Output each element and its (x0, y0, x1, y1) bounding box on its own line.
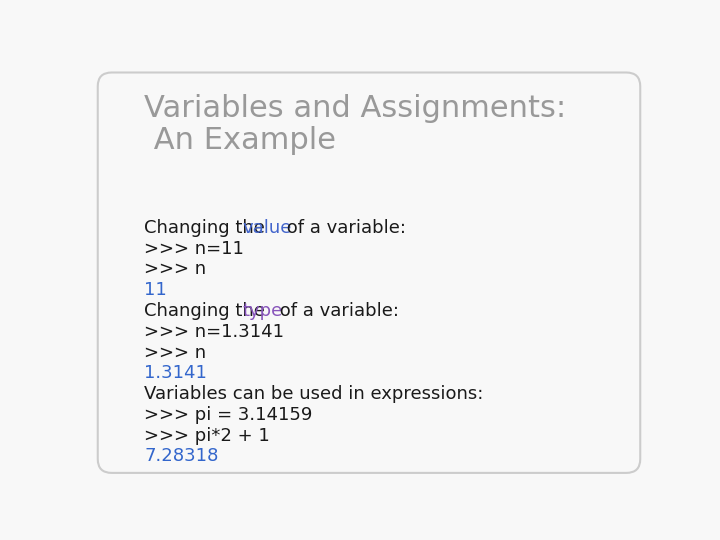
Text: of a variable:: of a variable: (281, 219, 405, 237)
Text: Variables and Assignments:: Variables and Assignments: (144, 94, 567, 123)
Text: Changing the: Changing the (144, 302, 271, 320)
Text: >>> pi*2 + 1: >>> pi*2 + 1 (144, 427, 270, 445)
Text: Changing the: Changing the (144, 219, 271, 237)
Text: 1.3141: 1.3141 (144, 364, 207, 382)
Text: value: value (243, 219, 292, 237)
Text: >>> n=11: >>> n=11 (144, 240, 244, 258)
FancyBboxPatch shape (98, 72, 640, 473)
Text: Variables can be used in expressions:: Variables can be used in expressions: (144, 385, 484, 403)
Text: of a variable:: of a variable: (274, 302, 399, 320)
Text: An Example: An Example (144, 126, 336, 156)
Text: 7.28318: 7.28318 (144, 448, 219, 465)
Text: >>> n: >>> n (144, 343, 207, 362)
Text: >>> n=1.3141: >>> n=1.3141 (144, 323, 284, 341)
Text: 11: 11 (144, 281, 167, 299)
Text: >>> n: >>> n (144, 260, 207, 279)
Text: >>> pi = 3.14159: >>> pi = 3.14159 (144, 406, 312, 424)
Text: type: type (243, 302, 283, 320)
